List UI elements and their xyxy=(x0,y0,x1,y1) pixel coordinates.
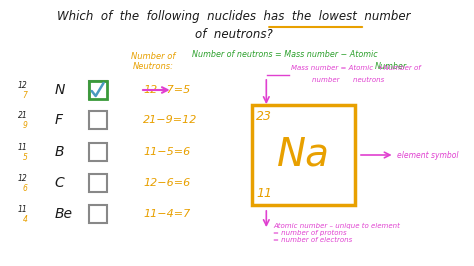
Text: number      neutrons: number neutrons xyxy=(312,77,384,83)
Text: 11−5=6: 11−5=6 xyxy=(143,147,190,157)
Text: Number: Number xyxy=(375,62,407,71)
Text: C: C xyxy=(54,176,64,190)
Text: 4: 4 xyxy=(23,215,27,224)
Text: 9: 9 xyxy=(23,121,27,130)
Text: F: F xyxy=(54,113,62,127)
Text: 12−6=6: 12−6=6 xyxy=(143,178,190,188)
Text: 12: 12 xyxy=(18,174,27,183)
Text: 11: 11 xyxy=(256,187,273,200)
Text: of  neutrons?: of neutrons? xyxy=(195,28,273,41)
Text: 23: 23 xyxy=(256,110,273,123)
Text: element symbol: element symbol xyxy=(398,151,459,160)
Bar xyxy=(89,81,107,99)
Text: Number of
Neutrons:: Number of Neutrons: xyxy=(131,52,175,71)
Text: B: B xyxy=(54,145,64,159)
Text: 12−7=5: 12−7=5 xyxy=(143,85,190,95)
Text: 7: 7 xyxy=(23,91,27,100)
Text: Number of neutrons = Mass number − Atomic: Number of neutrons = Mass number − Atomi… xyxy=(192,50,378,59)
Text: Na: Na xyxy=(277,136,330,174)
Text: 21−9=12: 21−9=12 xyxy=(143,115,197,125)
Bar xyxy=(89,111,107,129)
Bar xyxy=(252,105,355,205)
Text: 12: 12 xyxy=(18,81,27,90)
Text: 11: 11 xyxy=(18,205,27,214)
Text: N: N xyxy=(54,83,64,97)
Text: 5: 5 xyxy=(23,153,27,162)
Text: 11−4=7: 11−4=7 xyxy=(143,209,190,219)
Text: Which  of  the  following  nuclides  has  the  lowest  number: Which of the following nuclides has the … xyxy=(57,10,410,23)
Text: Mass number = Atomic  +Number of: Mass number = Atomic +Number of xyxy=(291,65,421,71)
Bar xyxy=(89,143,107,161)
Text: 6: 6 xyxy=(23,184,27,193)
Bar xyxy=(89,174,107,192)
Text: Atomic number – unique to element
= number of protons
= number of electrons: Atomic number – unique to element = numb… xyxy=(273,223,400,243)
Bar xyxy=(89,81,107,99)
Text: 11: 11 xyxy=(18,143,27,152)
Text: Be: Be xyxy=(54,207,72,221)
Bar xyxy=(89,205,107,223)
Text: 21: 21 xyxy=(18,111,27,120)
